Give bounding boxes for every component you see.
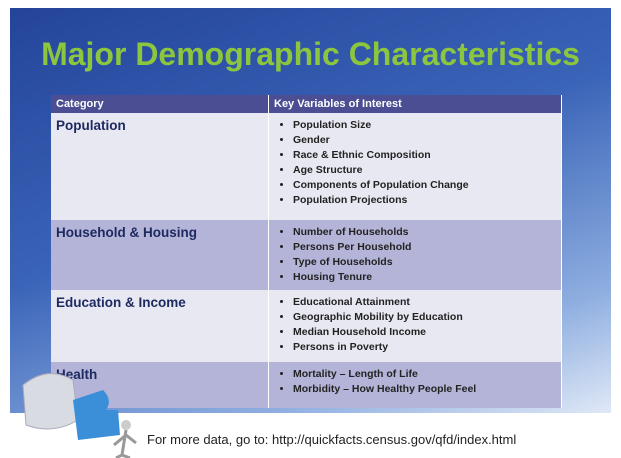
variable-list: Mortality – Length of LifeMorbidity – Ho… [279,367,561,397]
category-cell: Household & Housing [51,220,269,290]
variable-item: Persons in Poverty [293,340,561,355]
table-row: Education & IncomeEducational Attainment… [51,290,562,362]
slide-title: Major Demographic Characteristics [0,36,621,73]
variable-item: Educational Attainment [293,295,561,310]
variable-item: Components of Population Change [293,178,561,193]
variable-item: Median Household Income [293,325,561,340]
variable-item: Number of Households [293,225,561,240]
header-cell: Key Variables of Interest [269,95,562,113]
variables-cell: Educational AttainmentGeographic Mobilit… [269,290,562,362]
variable-item: Type of Households [293,255,561,270]
variable-item: Gender [293,133,561,148]
table: Category Key Variables of Interest Popul… [51,95,562,408]
table-row: Household & HousingNumber of HouseholdsP… [51,220,562,290]
variable-item: Morbidity – How Healthy People Feel [293,382,561,397]
variable-item: Housing Tenure [293,270,561,285]
variable-item: Persons Per Household [293,240,561,255]
variable-item: Age Structure [293,163,561,178]
puzzle-icon [18,365,143,458]
variables-cell: Number of HouseholdsPersons Per Househol… [269,220,562,290]
variable-item: Race & Ethnic Composition [293,148,561,163]
slide-page: Major Demographic Characteristics Catego… [0,0,621,458]
header-cell: Category [51,95,269,113]
variable-list: Population SizeGenderRace & Ethnic Compo… [279,118,561,208]
table-row: PopulationPopulation SizeGenderRace & Et… [51,113,562,220]
variable-item: Geographic Mobility by Education [293,310,561,325]
variable-item: Population Size [293,118,561,133]
variable-item: Population Projections [293,193,561,208]
footer-text: For more data, go to: http://quickfacts.… [147,432,516,447]
variable-list: Number of HouseholdsPersons Per Househol… [279,225,561,285]
category-cell: Population [51,113,269,220]
variables-cell: Mortality – Length of LifeMorbidity – Ho… [269,362,562,408]
variable-list: Educational AttainmentGeographic Mobilit… [279,295,561,355]
table-header: Category Key Variables of Interest [51,95,562,113]
variables-cell: Population SizeGenderRace & Ethnic Compo… [269,113,562,220]
category-cell: Education & Income [51,290,269,362]
variable-item: Mortality – Length of Life [293,367,561,382]
